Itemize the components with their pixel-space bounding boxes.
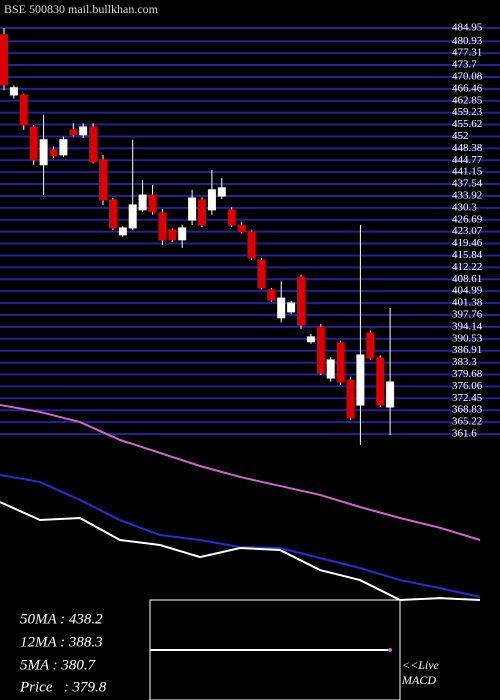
y-tick-label: 433.92 (452, 189, 482, 201)
candle-body (326, 359, 335, 379)
y-tick-label: 466.46 (452, 82, 483, 94)
y-tick-label: 452 (452, 130, 469, 142)
candle-body (39, 139, 48, 166)
y-tick-label: 437.54 (452, 178, 483, 190)
candle-body (9, 87, 18, 96)
y-tick-label: 484.95 (452, 22, 483, 34)
candle-body (29, 126, 38, 161)
y-tick-label: 368.83 (452, 404, 483, 416)
y-tick-label: 397.76 (452, 309, 483, 321)
y-tick-label: 455.62 (452, 118, 482, 130)
y-tick-label: 480.93 (452, 35, 483, 47)
price-label: Price : 379.8 (19, 679, 107, 695)
y-tick-label: 401.38 (452, 297, 483, 309)
y-tick-label: 394.14 (452, 320, 483, 332)
candle-body (128, 204, 137, 229)
candle-body (306, 336, 315, 343)
candle-body (89, 126, 98, 163)
candle-body (376, 357, 385, 406)
candle-body (207, 189, 216, 211)
y-tick-label: 383.3 (452, 356, 477, 368)
legend-entry: 50MA : 438.2 (20, 611, 103, 627)
y-tick-label: 415.84 (452, 249, 483, 261)
candle-body (99, 159, 107, 201)
candle-body (366, 332, 375, 359)
y-tick-label: 361.6 (452, 428, 477, 440)
candle-body (198, 199, 206, 226)
chart-title: BSE 500830 mail.bullkhan.com (4, 2, 159, 16)
candle-body (267, 289, 276, 301)
y-tick-label: 426.69 (452, 213, 483, 225)
y-tick-label: 404.99 (452, 285, 483, 297)
candle-body (158, 212, 167, 241)
ma-line (0, 404, 481, 541)
y-tick-label: 412.22 (452, 261, 482, 273)
candle-body (356, 354, 365, 406)
macd-title: MACD (401, 673, 436, 687)
y-tick-label: 473.7 (452, 59, 477, 71)
legend-entry: 5MA : 380.7 (20, 657, 97, 673)
candle-body (217, 187, 226, 197)
ma-line (0, 501, 481, 602)
y-tick-label: 444.77 (452, 154, 483, 166)
candle-body (0, 34, 8, 86)
candle-body (59, 139, 68, 156)
y-tick-label: 462.85 (452, 94, 483, 106)
y-tick-label: 379.68 (452, 368, 483, 380)
y-tick-label: 372.45 (452, 392, 483, 404)
y-tick-label: 423.07 (452, 225, 483, 237)
y-tick-label: 470.08 (452, 70, 483, 82)
candle-body (257, 259, 266, 289)
candle-body (69, 129, 78, 136)
macd-live: <<Live (402, 658, 440, 672)
y-tick-label: 441.15 (452, 166, 483, 178)
y-tick-label: 408.61 (452, 273, 482, 285)
candle-body (19, 94, 28, 126)
y-tick-label: 386.91 (452, 344, 482, 356)
candle-body (346, 379, 355, 419)
y-tick-label: 430.3 (452, 201, 477, 213)
candle-body (237, 224, 246, 233)
legend-entry: 12MA : 388.3 (20, 634, 103, 650)
y-tick-label: 390.53 (452, 332, 483, 344)
candle-body (247, 231, 256, 259)
y-tick-label: 477.31 (452, 47, 482, 59)
candle-body (386, 381, 395, 408)
candle-body (138, 194, 147, 211)
y-tick-label: 376.06 (452, 380, 483, 392)
candle-body (108, 199, 117, 229)
ma-line (0, 474, 481, 598)
y-tick-label: 459.23 (452, 106, 483, 118)
candle-body (49, 149, 58, 157)
candle-body (148, 194, 157, 213)
candle-body (316, 326, 325, 374)
candle-body (118, 227, 127, 236)
y-tick-label: 448.38 (452, 142, 483, 154)
y-tick-label: 365.22 (452, 416, 482, 428)
candle-body (336, 342, 345, 383)
candle-body (79, 126, 88, 136)
candle-body (287, 302, 296, 313)
candle-body (188, 197, 197, 221)
candle-body (178, 227, 187, 241)
macd-dot (388, 648, 392, 652)
candle-body (168, 229, 177, 241)
y-tick-label: 419.46 (452, 237, 483, 249)
candle-body (277, 297, 286, 319)
candle-body (297, 276, 305, 326)
candle-body (227, 209, 236, 226)
